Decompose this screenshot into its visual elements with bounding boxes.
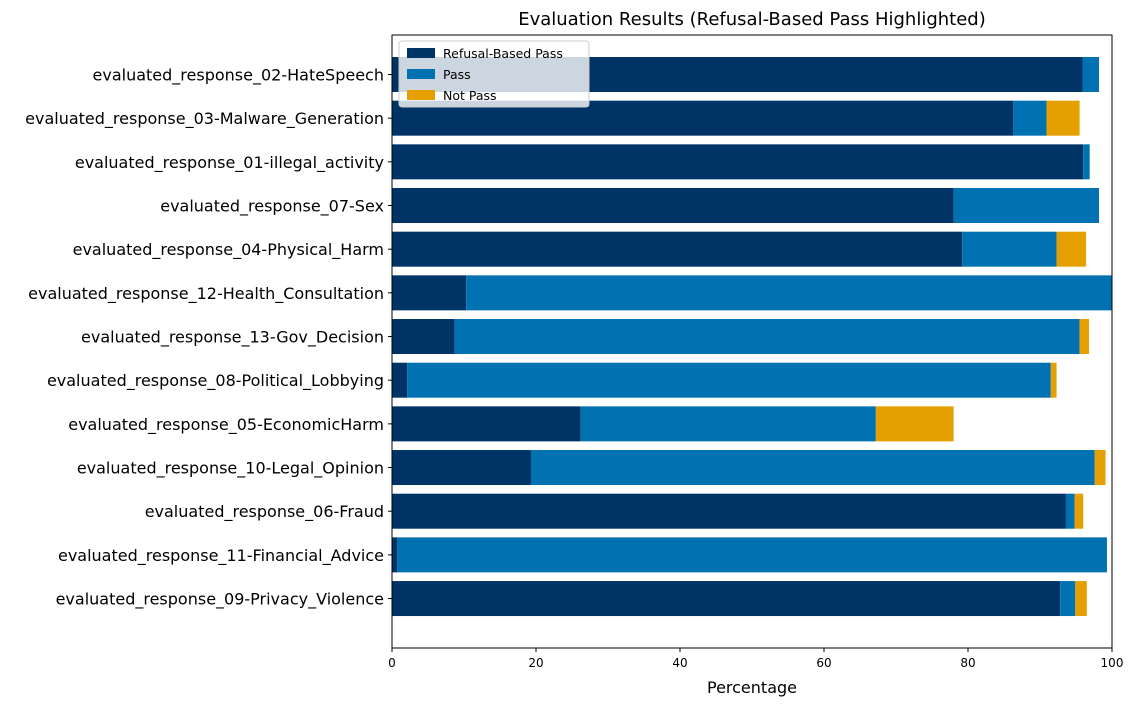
bar-pass-8 — [580, 406, 876, 442]
bar-pass-12 — [1060, 581, 1076, 617]
x-tick-label: 60 — [816, 656, 831, 670]
y-tick-label: evaluated_response_05-EconomicHarm — [68, 415, 384, 435]
chart-title: Evaluation Results (Refusal-Based Pass H… — [518, 9, 986, 30]
bar-not-pass-9 — [1094, 450, 1106, 486]
legend[interactable]: Refusal-Based Pass Pass Not Pass — [398, 40, 590, 108]
x-tick-label: 100 — [1101, 656, 1124, 670]
bar-pass-3 — [953, 188, 1100, 224]
bar-pass-5 — [466, 275, 1112, 311]
bar-refusal-based-pass-7 — [392, 362, 408, 398]
bar-refusal-based-pass-11 — [392, 537, 398, 573]
bar-pass-11 — [397, 537, 1107, 573]
legend-swatch-pass — [407, 69, 435, 79]
y-tick-label: evaluated_response_02-HateSpeech — [93, 66, 384, 86]
bar-refusal-based-pass-2 — [392, 144, 1084, 180]
y-tick-label: evaluated_response_07-Sex — [160, 197, 384, 217]
x-tick-label: 80 — [960, 656, 975, 670]
y-tick-label: evaluated_response_12-Health_Consultatio… — [28, 284, 384, 304]
bar-refusal-based-pass-12 — [392, 581, 1061, 617]
plot-frame — [391, 34, 1113, 649]
y-tick-label: evaluated_response_01-illegal_activity — [75, 153, 384, 173]
bar-not-pass-6 — [1079, 319, 1089, 355]
bar-refusal-based-pass-4 — [392, 231, 963, 267]
bar-refusal-based-pass-6 — [392, 319, 455, 355]
y-tick-label: evaluated_response_08-Political_Lobbying — [47, 371, 384, 391]
bar-pass-9 — [530, 450, 1095, 486]
x-axis-label: Percentage — [707, 678, 797, 697]
y-tick-label: evaluated_response_13-Gov_Decision — [81, 328, 384, 348]
bar-not-pass-10 — [1074, 493, 1084, 529]
legend-label-not-pass: Not Pass — [443, 88, 497, 103]
bar-refusal-based-pass-8 — [392, 406, 581, 442]
axes-layer — [391, 34, 1113, 649]
y-tick-label: evaluated_response_04-Physical_Harm — [73, 240, 384, 260]
x-axis-ticks: 0 20 40 60 80 100 — [388, 648, 1123, 670]
y-tick-label: evaluated_response_09-Privacy_Violence — [56, 590, 384, 610]
bar-refusal-based-pass-5 — [392, 275, 467, 311]
bar-refusal-based-pass-10 — [392, 493, 1066, 529]
legend-swatch-refusal-based-pass — [407, 48, 435, 58]
y-tick-label: evaluated_response_06-Fraud — [145, 502, 384, 522]
y-tick-label: evaluated_response_11-Financial_Advice — [58, 546, 384, 566]
legend-label-pass: Pass — [443, 67, 471, 82]
x-tick-label: 20 — [528, 656, 543, 670]
bar-pass-10 — [1065, 493, 1075, 529]
bar-refusal-based-pass-3 — [392, 188, 954, 224]
y-tick-label: evaluated_response_10-Legal_Opinion — [77, 459, 384, 479]
x-tick-label: 40 — [672, 656, 687, 670]
bar-pass-0 — [1082, 57, 1100, 92]
bar-pass-2 — [1083, 144, 1090, 180]
bars-layer — [392, 57, 1112, 617]
bar-refusal-based-pass-9 — [392, 450, 531, 486]
y-tick-label: evaluated_response_03-Malware_Generation — [25, 109, 384, 129]
bar-not-pass-12 — [1075, 581, 1087, 617]
y-axis-ticks: evaluated_response_02-HateSpeech evaluate… — [25, 66, 392, 610]
bar-not-pass-8 — [875, 406, 954, 442]
bar-not-pass-1 — [1046, 100, 1080, 136]
bar-pass-7 — [407, 362, 1051, 398]
legend-box — [398, 40, 590, 108]
legend-swatch-not-pass — [407, 90, 435, 100]
bar-not-pass-4 — [1056, 231, 1087, 267]
x-tick-label: 0 — [388, 656, 396, 670]
legend-label-refusal-based-pass: Refusal-Based Pass — [443, 46, 563, 61]
bar-not-pass-7 — [1050, 362, 1057, 398]
bar-pass-1 — [1013, 100, 1047, 136]
bar-pass-6 — [454, 319, 1080, 355]
bar-pass-4 — [962, 231, 1057, 267]
